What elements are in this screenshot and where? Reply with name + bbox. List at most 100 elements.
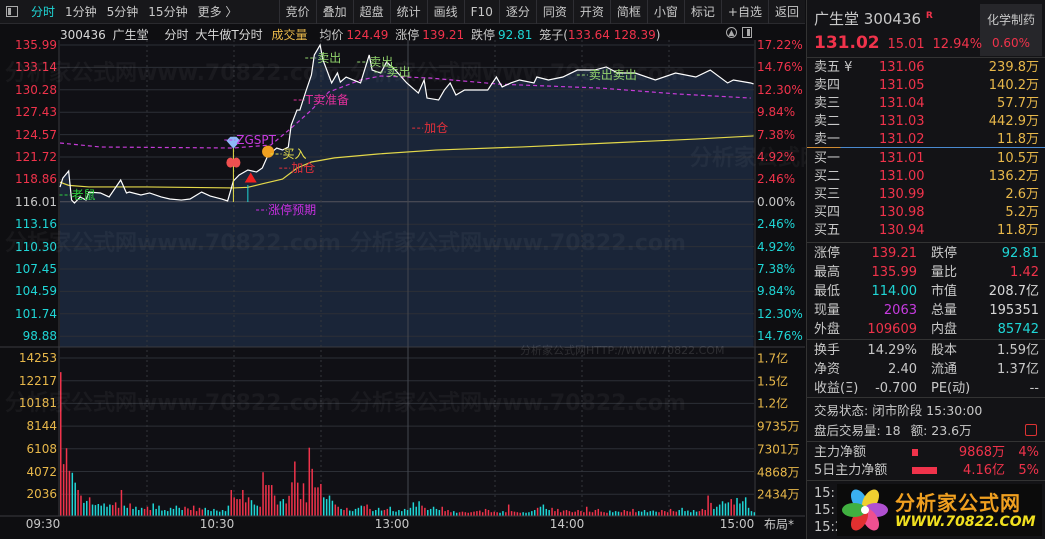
volume-bar: [545, 508, 548, 516]
volume-bar: [441, 506, 443, 516]
tab-2[interactable]: 5分钟: [106, 5, 139, 19]
pct-tick: 14.76%: [757, 329, 803, 344]
toolbar-button-5[interactable]: F10: [463, 0, 499, 24]
asks-row[interactable]: 卖四 131.05 140.2万: [814, 78, 1039, 93]
toolbar-button-6[interactable]: 逐分: [498, 0, 536, 24]
toolbar-button-1[interactable]: 叠加: [315, 0, 353, 24]
volume-bar: [669, 508, 672, 516]
stat-value: 85742: [997, 322, 1039, 337]
asks-row[interactable]: 卖二 131.03 442.9万: [814, 114, 1039, 129]
volume-bar: [701, 508, 704, 516]
sector-box[interactable]: 化学制药 0.60%: [980, 4, 1042, 56]
volume-tick: 2036: [26, 487, 57, 502]
volume-bar: [62, 464, 65, 516]
asks-row[interactable]: 卖五 ¥ 131.06 239.8万: [814, 60, 1039, 75]
asks-label: 卖一: [814, 132, 841, 147]
chart-info-line: 300436 广生堂 分时 大牛做T分时 成交量 均价 124.49 涨停 139.…: [60, 26, 663, 43]
volume-bar: [559, 512, 562, 516]
volume-bar: [398, 510, 400, 516]
asks-row[interactable]: 卖一 131.02 11.8万: [814, 132, 1039, 147]
volume-bar: [716, 506, 718, 516]
toolbar-button-4[interactable]: 画线: [426, 0, 464, 24]
toolbar-button-10[interactable]: 小窗: [646, 0, 684, 24]
volume-bar: [143, 508, 146, 516]
volume-bar: [678, 510, 680, 516]
volume-bar: [626, 511, 628, 516]
pct-tick: 2.46%: [757, 172, 796, 187]
asks-row[interactable]: 卖三 131.04 57.7万: [814, 96, 1039, 111]
pct-tick: 9.84%: [757, 105, 796, 120]
tab-1[interactable]: 1分钟: [65, 5, 97, 19]
volume-bar: [343, 510, 345, 516]
watermark: 分析家公式网www.70822.com: [5, 225, 341, 257]
volume-bar: [317, 487, 319, 516]
volume-bar: [395, 511, 397, 516]
bids-row[interactable]: 买五 130.94 11.8万: [814, 223, 1039, 238]
volume-tick: 12217: [18, 373, 57, 388]
toolbar-button-3[interactable]: 统计: [389, 0, 427, 24]
toolbar-button-2[interactable]: 超盘: [352, 0, 390, 24]
stat-label: 跌停: [931, 246, 958, 261]
stat-label: 换手: [814, 343, 841, 358]
volume-bar: [372, 511, 374, 516]
volume-bar: [551, 507, 553, 516]
stat-label: 内盘: [931, 322, 958, 337]
tick-time: 15:2: [814, 520, 844, 535]
bar-chart-icon[interactable]: [1025, 424, 1037, 436]
volume-bar: [695, 511, 698, 516]
arrow-up-icon[interactable]: ▲: [726, 27, 737, 38]
volume-bar: [502, 511, 504, 516]
panel-stock-code: 300436: [863, 10, 922, 28]
bids-row[interactable]: 买三 130.99 2.6万: [814, 187, 1039, 202]
layout-button[interactable]: 布局*: [764, 517, 795, 532]
logo-url: WWW.70822.COM: [895, 514, 1036, 530]
volume-bar: [617, 511, 620, 516]
time-tick: 10:30: [199, 517, 235, 531]
volume-bar: [296, 482, 299, 516]
bids-label: 买二: [814, 169, 841, 184]
flow-value: 9868万: [958, 445, 1005, 460]
tab-0[interactable]: 分时: [31, 5, 56, 19]
volume-bar: [583, 512, 585, 516]
volume-bar: [106, 506, 108, 516]
volume-bar: [591, 512, 594, 516]
volume-label[interactable]: 成交量: [271, 28, 308, 42]
volume-bar: [528, 512, 530, 516]
volume-bar: [346, 507, 348, 516]
stat-value: 2.40: [888, 362, 917, 377]
volume-bar: [285, 503, 287, 516]
toolbar-button-13[interactable]: 返回: [767, 0, 805, 24]
volume-bar: [164, 510, 166, 516]
volume-bar: [155, 508, 157, 516]
bids-row[interactable]: 买四 130.98 5.2万: [814, 205, 1039, 220]
toolbar-button-12[interactable]: +自选: [720, 0, 768, 24]
bids-row[interactable]: 买二 131.00 136.2万: [814, 169, 1039, 184]
volume-bar: [158, 505, 160, 516]
volume-bar: [233, 497, 235, 516]
toolbar-button-9[interactable]: 简框: [609, 0, 647, 24]
toolbar-button-8[interactable]: 开资: [572, 0, 610, 24]
amount-tick: 1.7亿: [757, 351, 789, 366]
toolbar-button-11[interactable]: 标记: [683, 0, 721, 24]
toolbar-button-7[interactable]: 同资: [535, 0, 573, 24]
volume-bar: [210, 511, 212, 516]
tab-4[interactable]: 更多 〉: [197, 5, 238, 19]
bids-row[interactable]: 买一 131.01 10.5万: [814, 151, 1039, 166]
volume-bar: [103, 503, 105, 516]
bids-price: 130.98: [879, 205, 925, 220]
volume-bar: [276, 504, 279, 516]
stat-label: 最低: [814, 284, 841, 299]
volume-bar: [432, 506, 435, 516]
stat-label: 收益(Ξ): [814, 381, 859, 396]
volume-bar: [377, 507, 380, 516]
volume-bar: [507, 504, 510, 516]
panel-toggle-icon[interactable]: [742, 27, 752, 38]
sidebar-toggle-icon[interactable]: [6, 6, 18, 17]
toolbar-button-0[interactable]: 竞价: [278, 0, 316, 24]
tab-3[interactable]: 15分钟: [148, 5, 188, 19]
stat-value: 109609: [867, 322, 917, 337]
formula-name[interactable]: 大牛做T分时: [195, 28, 263, 42]
flow-value: 4.16亿: [963, 463, 1005, 478]
bids-volume: 5.2万: [1005, 205, 1039, 220]
